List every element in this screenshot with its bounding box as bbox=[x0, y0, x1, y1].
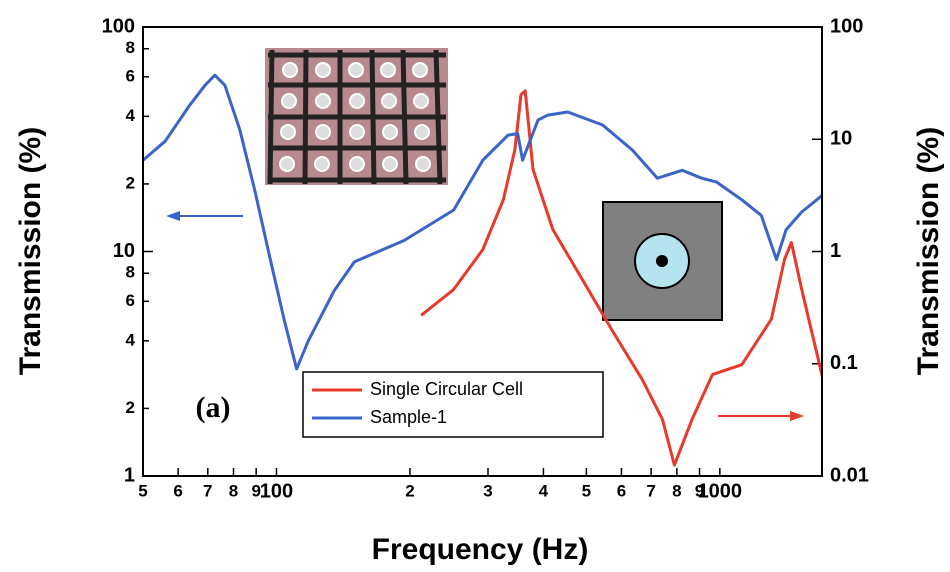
legend-label: Single Circular Cell bbox=[370, 379, 523, 399]
y-tick-label: 4 bbox=[126, 106, 136, 125]
x-tick-label: 6 bbox=[617, 481, 626, 500]
x-tick-label: 2 bbox=[405, 481, 414, 500]
plot-frame bbox=[142, 26, 823, 477]
x-tick-label: 5 bbox=[138, 481, 147, 500]
series-line bbox=[143, 73, 822, 371]
y-tick-label: 1 bbox=[124, 464, 135, 486]
x-tick-label: 7 bbox=[203, 481, 212, 500]
x-tick-label: 3 bbox=[483, 481, 492, 500]
y-tick-label: 6 bbox=[126, 66, 135, 85]
y-tick-label: 6 bbox=[126, 291, 135, 310]
y-tick-label: 8 bbox=[126, 38, 135, 57]
x-axis-label: Frequency (Hz) bbox=[372, 533, 589, 566]
y-axis-label: Transmission (%) bbox=[14, 127, 47, 375]
x-tick-label: 1000 bbox=[698, 480, 743, 502]
y2-tick-label: 0.1 bbox=[830, 352, 858, 374]
x-tick-label: 8 bbox=[229, 481, 238, 500]
y-tick-label: 10 bbox=[113, 240, 135, 262]
x-tick-label: 100 bbox=[260, 480, 293, 502]
series-line bbox=[420, 89, 822, 467]
y-tick-label: 4 bbox=[126, 330, 136, 349]
legend-box bbox=[302, 371, 604, 438]
annotation: (a) bbox=[196, 391, 231, 424]
legend-label: Sample-1 bbox=[370, 407, 447, 427]
y2-tick-label: 0.01 bbox=[830, 464, 869, 486]
y2-tick-label: 1 bbox=[830, 240, 841, 262]
x-tick-label: 5 bbox=[582, 481, 591, 500]
y2-axis-label: Transmission (%) bbox=[912, 127, 945, 375]
x-tick-label: 7 bbox=[646, 481, 655, 500]
x-tick-label: 4 bbox=[539, 481, 549, 500]
cell-diagram bbox=[602, 201, 723, 321]
x-tick-label: 6 bbox=[173, 481, 182, 500]
x-tick-label: 8 bbox=[672, 481, 681, 500]
y-tick-label: 8 bbox=[126, 263, 135, 282]
x-tick-label: 9 bbox=[695, 481, 704, 500]
photo-inset bbox=[265, 48, 448, 185]
y-tick-label: 2 bbox=[126, 173, 135, 192]
y-tick-label: 2 bbox=[126, 398, 135, 417]
y-tick-label: 100 bbox=[102, 15, 135, 37]
y2-tick-label: 10 bbox=[830, 128, 852, 150]
y2-tick-label: 100 bbox=[830, 15, 863, 37]
axis-arrows bbox=[166, 211, 804, 421]
x-tick-label: 9 bbox=[251, 481, 260, 500]
